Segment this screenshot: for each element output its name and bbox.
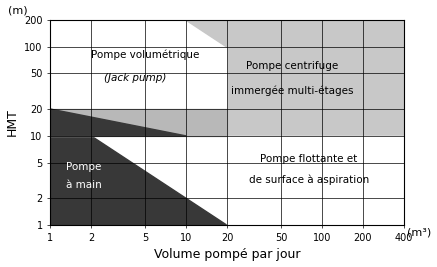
Polygon shape [186, 20, 227, 46]
Text: Pompe centrifuge: Pompe centrifuge [246, 61, 338, 71]
Polygon shape [50, 109, 186, 136]
Text: immergée multi-étages: immergée multi-étages [231, 85, 353, 96]
Polygon shape [227, 136, 404, 225]
Polygon shape [50, 20, 227, 225]
Text: (m³): (m³) [407, 227, 432, 237]
X-axis label: Volume pompé par jour: Volume pompé par jour [154, 249, 300, 261]
Text: (m): (m) [8, 6, 28, 15]
Text: (Jack pump): (Jack pump) [104, 73, 166, 83]
Polygon shape [227, 20, 404, 136]
Text: Pompe: Pompe [66, 162, 101, 172]
Text: Pompe flottante et: Pompe flottante et [260, 154, 357, 164]
Text: Pompe volumétrique: Pompe volumétrique [91, 50, 200, 60]
Polygon shape [50, 109, 227, 136]
Polygon shape [50, 109, 227, 225]
Text: à main: à main [66, 180, 101, 190]
Y-axis label: HMT: HMT [6, 108, 18, 136]
Text: de surface à aspiration: de surface à aspiration [249, 175, 369, 185]
